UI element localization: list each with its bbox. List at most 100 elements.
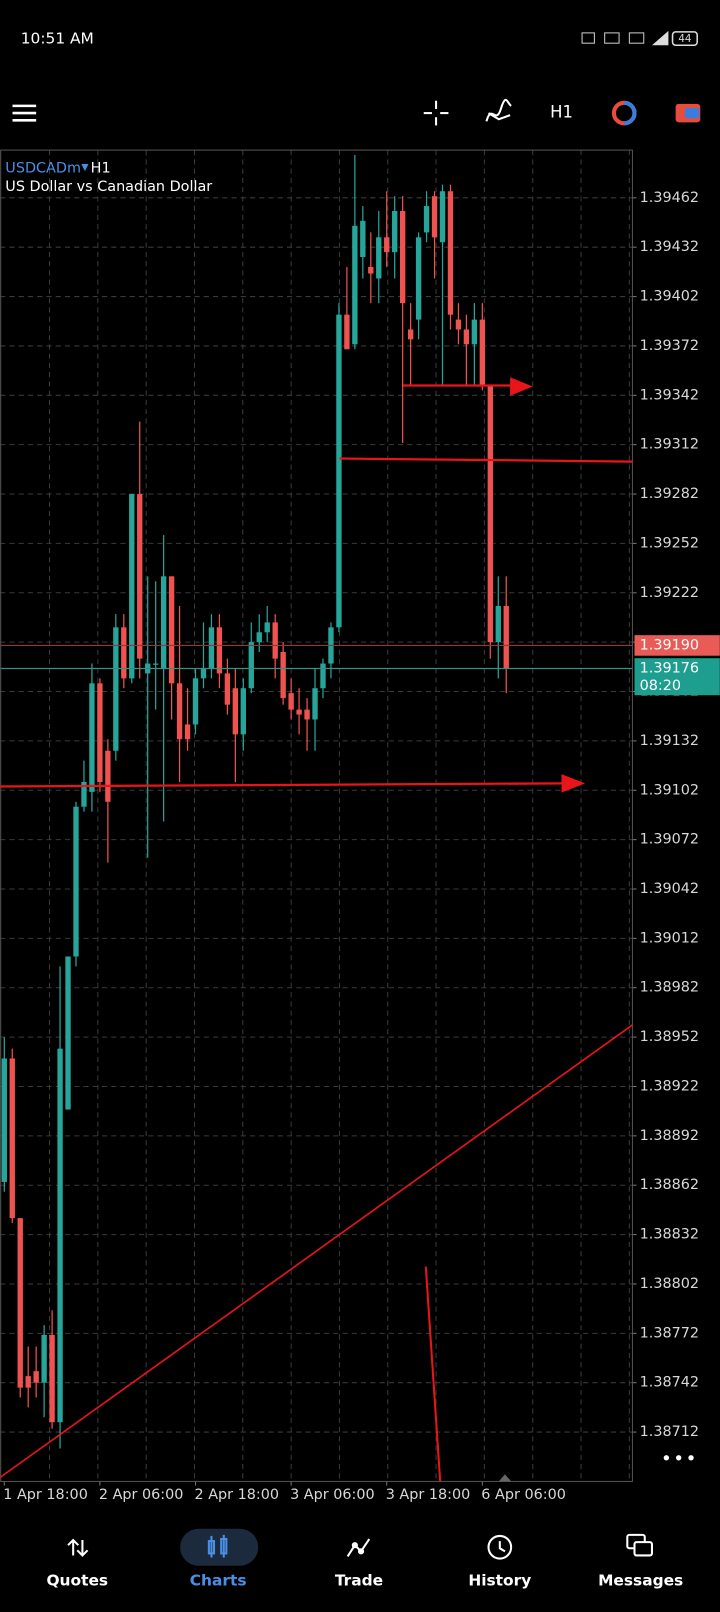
candle-body [81, 782, 87, 807]
candle-body [423, 206, 430, 233]
y-tick-label: 1.38982 [640, 980, 699, 996]
candle-body [224, 673, 231, 705]
candle-body [415, 237, 422, 320]
nav-item[interactable]: Charts [190, 1572, 247, 1590]
chart[interactable]: 1.39462 1.39432 1.39402 1.39372 1.39342 1.393… [0, 150, 720, 1503]
candle-body [216, 627, 223, 674]
candle-body [431, 196, 438, 238]
candle-body [89, 683, 95, 792]
y-tick-label: 1.39132 [640, 733, 699, 749]
nav-item[interactable]: Quotes [46, 1572, 108, 1590]
bid-badge [634, 635, 720, 656]
y-tick-label: 1.39042 [640, 881, 699, 897]
status-time: 10:51 AM [21, 30, 94, 48]
crosshair-button[interactable] [423, 100, 449, 126]
bottom-nav: Quotes Charts Trade History Messages [46, 1572, 683, 1590]
y-tick-label: 1.38802 [640, 1276, 699, 1292]
trade-button[interactable] [611, 100, 637, 126]
candle-body [97, 683, 103, 783]
y-tick-label: 1.39252 [640, 535, 699, 551]
candle-body [129, 494, 135, 679]
candle-body [152, 663, 159, 665]
active-tab-pill [180, 1528, 259, 1566]
symbol-name[interactable]: USDCADm [5, 161, 81, 177]
candle-body [384, 237, 390, 253]
x-tick-label: 2 Apr 06:00 [99, 1487, 184, 1503]
nav-icons [67, 1533, 653, 1560]
user-drawings[interactable] [0, 377, 633, 1482]
y-tick-label: 1.39372 [640, 338, 699, 354]
nav-item[interactable]: History [468, 1572, 531, 1590]
candle-body [399, 210, 406, 304]
candle-body [487, 385, 493, 643]
candle-body [463, 329, 470, 345]
candle-body [176, 683, 183, 740]
nav-item[interactable]: Trade [335, 1572, 383, 1590]
chart-timeframe: H1 [91, 161, 111, 177]
candle-body [503, 605, 509, 669]
timeframe-button[interactable]: H1 [550, 103, 573, 122]
candle-body [9, 1058, 15, 1219]
y-tick-label: 1.38952 [640, 1029, 699, 1045]
candle-body [41, 1334, 47, 1383]
x-tick-label: 3 Apr 06:00 [290, 1487, 375, 1503]
y-tick-label: 1.38922 [640, 1078, 699, 1094]
candle-body [49, 1334, 55, 1423]
y-tick-label: 1.38892 [640, 1128, 699, 1144]
candle-body [344, 314, 350, 350]
y-tick-label: 1.39312 [640, 437, 699, 453]
candle-body [376, 237, 382, 279]
y-tick-label: 1.38742 [640, 1375, 699, 1391]
last-label: 1.39176 [640, 660, 699, 676]
candle-body [184, 724, 191, 740]
scroll-marker[interactable] [498, 1474, 512, 1482]
more-button[interactable] [663, 1455, 694, 1461]
candle-body [33, 1371, 39, 1383]
candle-body [232, 688, 239, 735]
chart-frame [0, 149, 633, 1482]
candle-body [272, 622, 278, 659]
candle-body [264, 622, 270, 633]
candle-body [407, 329, 414, 340]
y-tick-label: 1.38832 [640, 1227, 699, 1243]
candle-body [248, 642, 254, 689]
candle-body [208, 627, 215, 669]
status-icons [581, 30, 698, 47]
y-tick-label: 1.39462 [640, 190, 699, 206]
x-tick-label: 2 Apr 18:00 [194, 1487, 279, 1503]
candle-body [352, 225, 358, 345]
candle-body [160, 576, 167, 669]
candle-body [392, 210, 398, 253]
y-tick-label: 1.39342 [640, 387, 699, 403]
candle-body [296, 709, 302, 715]
candle-body [288, 693, 294, 710]
battery-level: 44 [678, 33, 691, 45]
nav-item[interactable]: Messages [598, 1572, 683, 1590]
candle-body [447, 191, 454, 315]
menu-button[interactable] [12, 104, 37, 122]
last-badge [634, 658, 720, 696]
candle-body [73, 806, 79, 957]
candle-body [240, 688, 246, 735]
indicators-button[interactable] [485, 98, 512, 122]
symbol-dropdown[interactable]: ▼ [81, 162, 89, 173]
candle-body [57, 1048, 63, 1423]
candle-body [495, 605, 501, 643]
y-tick-label: 1.39102 [640, 782, 699, 798]
candle-body [320, 663, 326, 689]
candle-body [471, 319, 478, 345]
y-tick-label: 1.39012 [640, 930, 699, 946]
candle-body [312, 688, 318, 720]
candle-body [65, 956, 71, 1110]
x-tick-label: 3 Apr 18:00 [386, 1487, 471, 1503]
y-tick-label: 1.39072 [640, 832, 699, 848]
candle-body [137, 494, 143, 659]
y-tick-label: 1.39432 [640, 239, 699, 255]
symbol-description: US Dollar vs Canadian Dollar [5, 179, 212, 195]
bid-label: 1.39190 [640, 637, 699, 653]
objects-button[interactable] [675, 103, 701, 123]
candle-body [439, 191, 446, 243]
